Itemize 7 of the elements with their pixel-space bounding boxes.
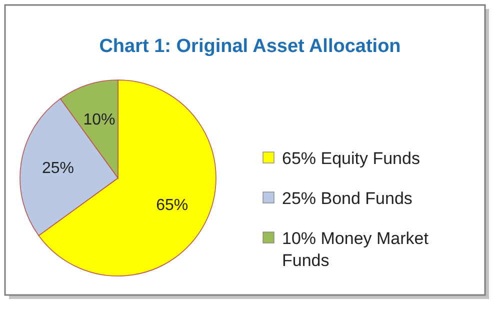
legend-label: 25% Bond Funds: [282, 188, 412, 208]
legend-label: 65% Equity Funds: [282, 148, 420, 168]
data-label: 25%: [42, 160, 74, 177]
chart-title: Chart 1: Original Asset Allocation: [99, 36, 401, 57]
data-label: 65%: [156, 197, 188, 214]
data-label: 10%: [83, 112, 116, 129]
legend-label: 10% Money Market Funds: [282, 228, 429, 270]
